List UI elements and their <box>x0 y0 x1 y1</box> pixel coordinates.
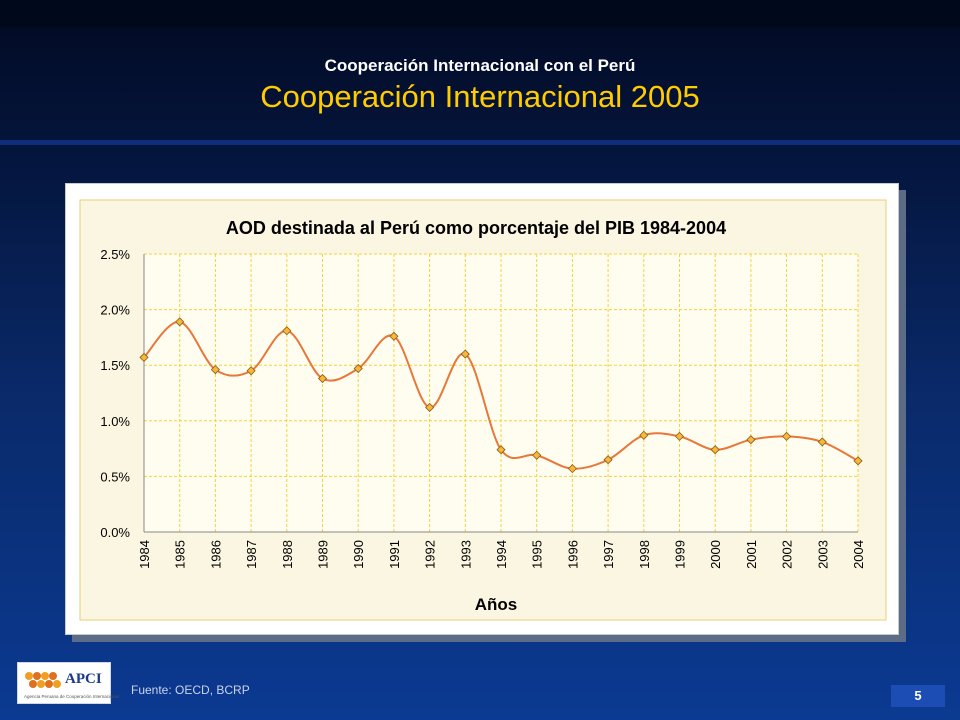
line-chart: AOD destinada al Perú como porcentaje de… <box>79 199 887 621</box>
data-point-marker <box>746 435 756 445</box>
x-tick-label: 1990 <box>351 540 366 569</box>
x-tick-label: 1988 <box>280 540 295 569</box>
data-point-marker <box>425 402 435 413</box>
data-point-marker <box>782 431 792 441</box>
data-point-marker <box>532 450 542 460</box>
logo-tagline: Agencia Peruana de Cooperación Internaci… <box>24 694 119 699</box>
data-point-marker <box>246 366 256 376</box>
data-point-marker <box>139 352 149 362</box>
top-band <box>0 0 960 28</box>
data-point-marker <box>853 456 863 466</box>
y-tick-label: 1.0% <box>100 414 130 429</box>
x-tick-label: 1987 <box>244 540 259 569</box>
apci-logo: APCI Agencia Peruana de Cooperación Inte… <box>17 662 119 704</box>
data-point-marker <box>282 326 292 336</box>
x-tick-label: 2002 <box>780 540 795 569</box>
x-axis-label: Años <box>475 595 518 614</box>
data-point-marker <box>817 437 827 447</box>
y-tick-label: 0.5% <box>100 469 130 484</box>
y-tick-label: 2.5% <box>100 247 130 262</box>
x-tick-label: 2003 <box>815 540 830 569</box>
chart-title: AOD destinada al Perú como porcentaje de… <box>226 218 726 238</box>
y-tick-label: 2.0% <box>100 303 130 318</box>
x-tick-label: 2001 <box>744 540 759 569</box>
chart-frame: AOD destinada al Perú como porcentaje de… <box>65 183 899 635</box>
data-point-marker <box>210 365 220 375</box>
slide-subtitle: Cooperación Internacional con el Perú <box>324 56 636 75</box>
x-tick-label: 2000 <box>708 540 723 569</box>
x-tick-label: 1997 <box>601 540 616 569</box>
header-divider <box>0 140 960 145</box>
data-point-marker <box>175 317 185 327</box>
data-point-marker <box>460 349 470 359</box>
x-tick-label: 1994 <box>494 540 509 569</box>
plot-layer: 0.0% 0.5% 1.0% 1.5% 2.0% 2.5% 1984 1985 1986 1987… <box>100 247 866 569</box>
x-tick-label: 1984 <box>137 540 152 569</box>
x-tick-label: 1993 <box>458 540 473 569</box>
y-tick-label: 1.5% <box>100 358 130 373</box>
x-tick-label: 1999 <box>673 540 688 569</box>
x-tick-label: 1986 <box>208 540 223 569</box>
x-tick-label: 1989 <box>316 540 331 569</box>
data-point-marker <box>674 431 685 441</box>
data-point-marker <box>567 464 577 474</box>
data-point-marker <box>710 445 720 455</box>
x-tick-label: 1985 <box>173 540 188 569</box>
y-tick-label: 0.0% <box>100 525 130 540</box>
x-tick-label: 1995 <box>530 540 545 569</box>
slide-title: Cooperación Internacional 2005 <box>260 79 700 114</box>
data-point-marker <box>389 331 399 341</box>
data-point-marker <box>639 430 649 440</box>
logo-emblem-icon <box>25 672 61 688</box>
x-tick-label: 1991 <box>387 540 402 569</box>
data-point-marker <box>603 455 613 465</box>
source-note: Fuente: OECD, BCRP <box>131 683 250 697</box>
x-tick-label: 1998 <box>637 540 652 569</box>
x-tick-label: 2004 <box>851 540 866 569</box>
series-line <box>143 320 859 470</box>
page-number: 5 <box>891 685 945 707</box>
data-point-marker <box>353 363 363 374</box>
x-tick-label: 1992 <box>423 540 438 569</box>
data-point-marker <box>317 373 328 384</box>
data-point-marker <box>496 445 506 455</box>
x-tick-label: 1996 <box>565 540 580 569</box>
logo-text: APCI <box>65 671 102 687</box>
